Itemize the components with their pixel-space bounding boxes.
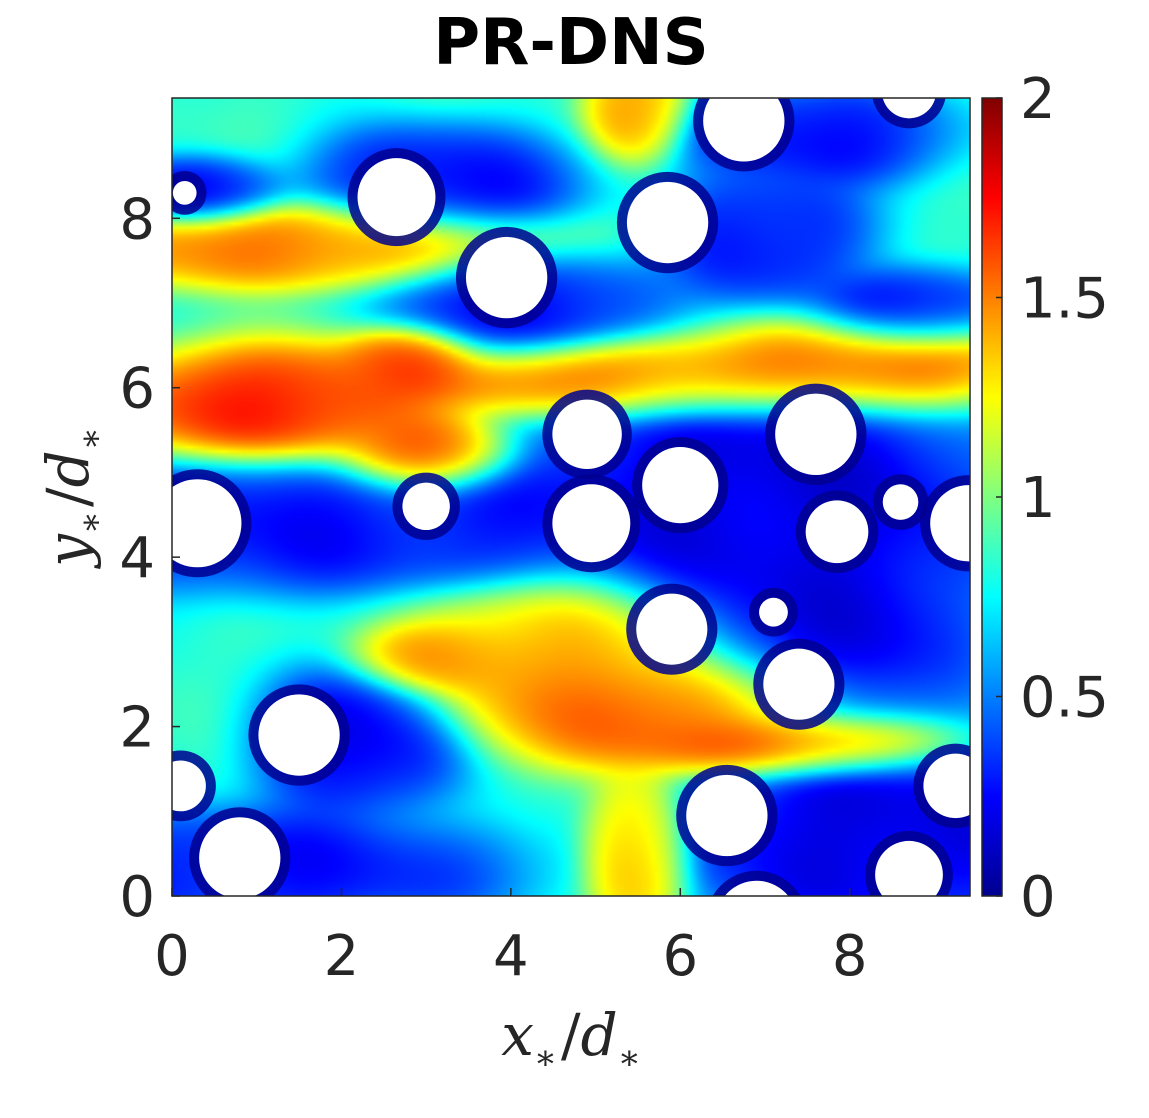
particle: [923, 753, 970, 819]
x-label-slash: /: [561, 1001, 581, 1069]
particle: [402, 482, 450, 531]
particle-layer: [172, 98, 970, 896]
particle: [552, 484, 631, 563]
y-label-main2: d: [34, 450, 102, 487]
colorbar-tick-label: 2: [1020, 67, 1056, 132]
x-axis-ticks: 0 2 4 6 8: [154, 888, 868, 989]
chart-title: PR-DNS: [433, 6, 709, 80]
particle: [465, 236, 548, 319]
particle: [172, 760, 206, 812]
x-tick-label: 0: [154, 924, 190, 989]
x-tick-label: 8: [832, 924, 868, 989]
y-label-slash: /: [34, 487, 102, 507]
y-label-main: y: [34, 533, 102, 570]
y-tick-label: 0: [119, 865, 155, 930]
plot-area: [171, 97, 971, 897]
y-axis-label: y∗/d∗: [34, 427, 111, 570]
particle: [172, 181, 197, 205]
particle: [552, 399, 622, 470]
particle: [357, 158, 436, 237]
particle: [805, 500, 869, 564]
particle: [626, 181, 709, 264]
colorbar-tick-label: 1.5: [1020, 267, 1109, 332]
y-axis-ticks: 0 2 4 6 8: [119, 187, 180, 930]
colorbar-tick-label: 0.5: [1020, 666, 1109, 731]
x-label-main: x: [501, 1001, 534, 1069]
colorbar: 0 0.5 1 1.5 2: [981, 67, 1109, 930]
colorbar-tick-label: 1: [1020, 466, 1056, 531]
y-tick-label: 8: [119, 187, 155, 252]
particle: [775, 393, 857, 475]
y-label-sub: ∗: [71, 511, 111, 534]
y-tick-label: 6: [119, 357, 155, 422]
particle: [882, 484, 919, 520]
particle: [763, 648, 835, 720]
particle: [636, 593, 708, 665]
colorbar-ticks: 0 0.5 1 1.5 2: [996, 67, 1109, 930]
x-tick-label: 2: [324, 924, 360, 989]
particle: [875, 840, 943, 896]
x-tick-label: 4: [493, 924, 529, 989]
particle: [759, 597, 788, 627]
particle: [930, 485, 970, 562]
particle: [686, 774, 768, 857]
y-tick-label: 2: [119, 696, 155, 761]
x-tick-label: 6: [662, 924, 698, 989]
colorbar-tick-label: 0: [1020, 865, 1056, 930]
particle: [724, 880, 789, 896]
particle: [199, 817, 281, 896]
x-label-main2: d: [581, 1001, 618, 1069]
particle: [882, 98, 936, 119]
particle: [172, 479, 242, 568]
x-axis-label: x∗/d∗: [501, 1001, 641, 1078]
x-label-sub: ∗: [534, 1038, 557, 1078]
particle: [703, 98, 785, 162]
x-label-sub2: ∗: [618, 1038, 641, 1078]
y-label-sub2: ∗: [71, 427, 111, 450]
particle: [642, 447, 719, 524]
plot-frame: [171, 97, 971, 897]
y-tick-label: 4: [119, 526, 155, 591]
particle: [258, 694, 340, 776]
